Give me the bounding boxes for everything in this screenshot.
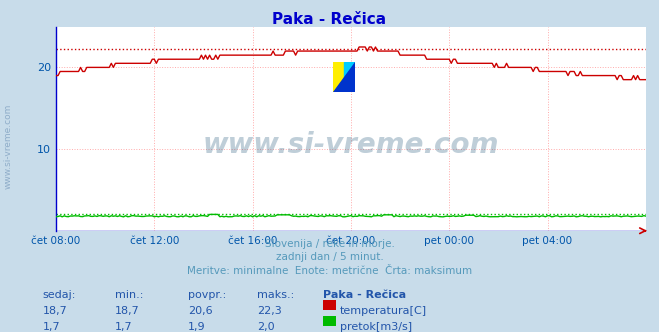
Text: Slovenija / reke in morje.: Slovenija / reke in morje. [264,239,395,249]
Text: 18,7: 18,7 [43,306,68,316]
Text: sedaj:: sedaj: [43,290,76,300]
Text: zadnji dan / 5 minut.: zadnji dan / 5 minut. [275,252,384,262]
Text: min.:: min.: [115,290,144,300]
Bar [344,62,355,92]
Text: povpr.:: povpr.: [188,290,226,300]
Text: 1,7: 1,7 [43,322,61,332]
Text: 22,3: 22,3 [257,306,282,316]
Text: www.si-vreme.com: www.si-vreme.com [203,131,499,159]
Text: 2,0: 2,0 [257,322,275,332]
Text: Paka - Rečica: Paka - Rečica [323,290,406,300]
Text: www.si-vreme.com: www.si-vreme.com [3,103,13,189]
Text: 20,6: 20,6 [188,306,212,316]
Text: temperatura[C]: temperatura[C] [340,306,427,316]
Text: 1,9: 1,9 [188,322,206,332]
Text: 18,7: 18,7 [115,306,140,316]
Text: pretok[m3/s]: pretok[m3/s] [340,322,412,332]
Text: maks.:: maks.: [257,290,295,300]
Polygon shape [333,62,355,92]
Text: 1,7: 1,7 [115,322,133,332]
Bar [333,62,344,92]
Text: Meritve: minimalne  Enote: metrične  Črta: maksimum: Meritve: minimalne Enote: metrične Črta:… [187,266,472,276]
Text: Paka - Rečica: Paka - Rečica [272,12,387,27]
